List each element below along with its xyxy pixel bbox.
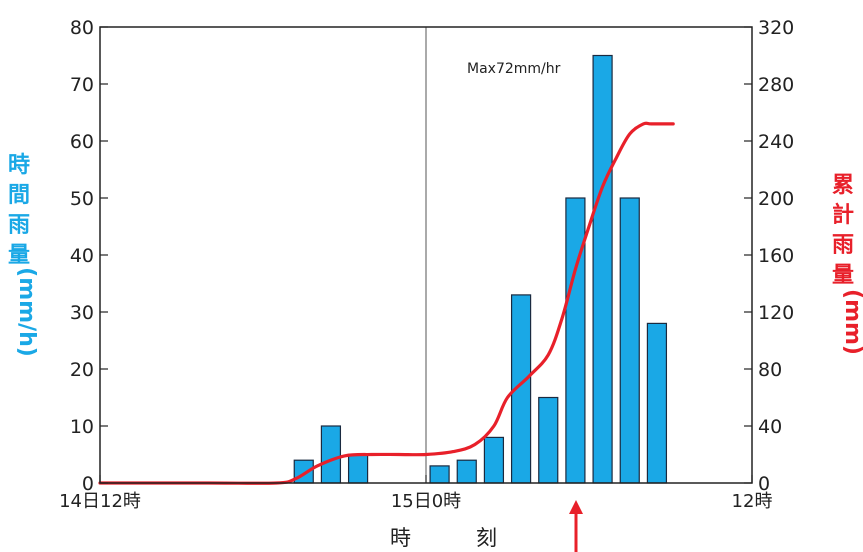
left-tick-layer: 0 10 20 30 40 50 60 70 80 [70, 17, 108, 495]
left-tick-label: 50 [70, 188, 94, 210]
right-axis-label-char: 量 [832, 263, 854, 288]
right-tick-label: 200 [758, 188, 794, 210]
left-axis-label-char: 雨 [8, 213, 30, 238]
left-tick-label: 70 [70, 74, 94, 96]
left-axis-label-char: 量 [8, 243, 30, 268]
right-tick-label: 280 [758, 74, 794, 96]
right-axis-label-char: 計 [832, 202, 854, 228]
right-axis-label-unit: (mm) [840, 289, 863, 355]
right-axis-label-char: 累 [832, 173, 854, 198]
left-axis-label-unit: (mm/h) [14, 267, 39, 357]
right-tick-label: 80 [758, 359, 782, 381]
right-tick-label: 120 [758, 302, 794, 324]
left-tick-label: 80 [70, 17, 94, 39]
right-axis-label-char: 雨 [832, 233, 854, 258]
x-tick-label: 14日12時 [59, 491, 141, 512]
right-tick-label: 160 [758, 245, 794, 267]
left-tick-label: 40 [70, 245, 94, 267]
bar [538, 396, 559, 484]
bar [483, 436, 505, 484]
left-tick-label: 60 [70, 131, 94, 153]
bar [619, 197, 640, 484]
right-tick-layer: 0 40 80 120 160 200 240 280 320 [744, 17, 794, 495]
left-tick-label: 30 [70, 302, 94, 324]
left-tick-label: 0 [82, 473, 94, 495]
x-tick-layer: 14日12時 15日0時 12時 [59, 475, 772, 512]
right-axis-label: 累 計 雨 量 (mm) [832, 173, 863, 355]
max-annotation: Max72mm/hr [467, 61, 561, 77]
left-axis-label: 時 間 雨 量 (mm/h) [8, 153, 39, 357]
event-arrow [569, 500, 583, 552]
bar [592, 54, 613, 484]
bar [456, 459, 477, 484]
left-tick-label: 20 [70, 359, 94, 381]
bar [565, 197, 586, 484]
x-tick-label: 12時 [732, 491, 773, 512]
bar [646, 322, 668, 484]
bar [347, 453, 369, 484]
x-axis-label: 時 刻 [390, 526, 519, 550]
bar [320, 425, 342, 484]
right-tick-label: 240 [758, 131, 794, 153]
bar [429, 465, 450, 484]
right-tick-label: 40 [758, 416, 782, 438]
cumulative-rainfall-line [98, 121, 675, 485]
bar-layer [293, 54, 668, 484]
left-tick-label: 10 [70, 416, 94, 438]
x-tick-label: 15日0時 [391, 491, 461, 512]
right-tick-label: 0 [758, 473, 770, 495]
line-layer [98, 121, 675, 485]
left-axis-label-char: 時 [8, 153, 30, 178]
left-axis-label-char: 間 [8, 183, 30, 208]
right-tick-label: 320 [758, 17, 794, 39]
